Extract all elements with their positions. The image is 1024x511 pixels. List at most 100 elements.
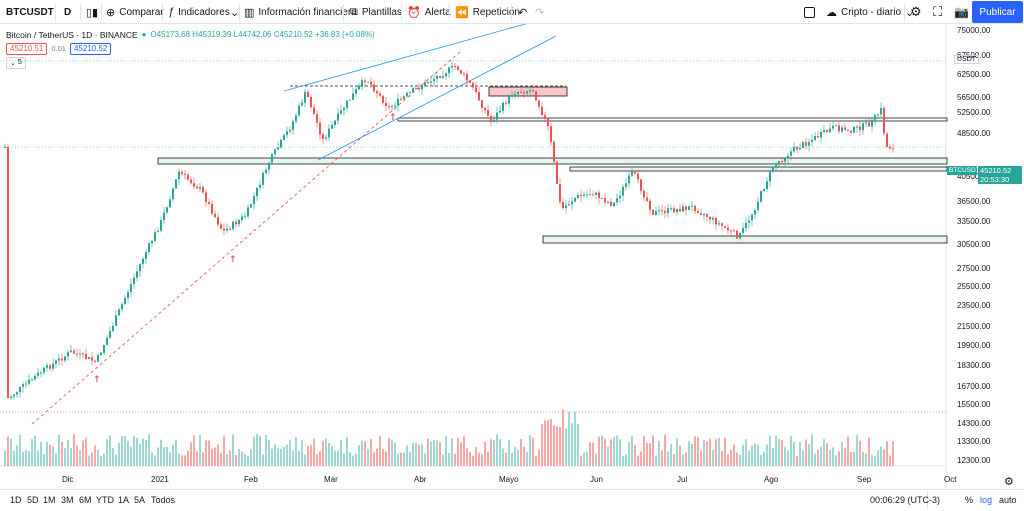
currency-badge[interactable]: USDT: [954, 55, 980, 64]
candle-body: [73, 350, 75, 354]
support-zone-lower[interactable]: [542, 235, 948, 244]
candle-body: [526, 91, 528, 94]
volume-bar: [574, 411, 576, 466]
indicators-button[interactable]: ƒ Indicadores: [168, 0, 230, 24]
candle-body: [394, 105, 396, 107]
range-button[interactable]: 1A: [118, 495, 130, 505]
indicators-toggle[interactable]: ⌄ 5: [6, 56, 26, 69]
candle-body: [181, 171, 183, 174]
fullscreen-button[interactable]: ⛶: [933, 0, 942, 24]
volume-bar: [700, 450, 702, 466]
compare-button[interactable]: ⊕ Comparar: [106, 0, 164, 24]
volume-bar: [103, 453, 105, 466]
candle-body: [601, 197, 603, 199]
time-axis-label: Mayo: [499, 475, 519, 484]
candle-body: [796, 146, 798, 150]
volume-bar: [358, 445, 360, 466]
range-button[interactable]: 6M: [79, 495, 92, 505]
volume-bar: [247, 455, 249, 466]
candle-body: [295, 115, 297, 122]
symbol-search[interactable]: BTCUSDT: [6, 0, 54, 24]
candle-body: [745, 222, 747, 228]
sell-price[interactable]: 45210.51: [6, 42, 48, 55]
chart-canvas[interactable]: ↑ ↑ ↑: [0, 24, 1024, 489]
volume-bar: [835, 455, 837, 466]
range-button[interactable]: 5A: [134, 495, 146, 505]
log-toggle[interactable]: log: [980, 495, 993, 505]
volume-bar: [655, 455, 657, 466]
price-axis-label: 25500.00: [957, 282, 991, 291]
gear-icon[interactable]: ⚙: [1004, 476, 1014, 488]
range-button[interactable]: 1M: [43, 495, 56, 505]
clock-timezone[interactable]: 00:06:29 (UTC-3): [870, 495, 941, 505]
channel-lower-line[interactable]: [317, 35, 557, 161]
snapshot-button[interactable]: 📷: [954, 0, 969, 24]
publish-button[interactable]: Publicar: [972, 1, 1023, 23]
price-axis-label: 36500.00: [957, 197, 991, 206]
candle-body: [865, 122, 867, 124]
undo-button[interactable]: ↶: [518, 0, 527, 24]
channel-upper-line[interactable]: [283, 24, 554, 92]
support-zone-upper[interactable]: [157, 157, 948, 165]
candle-body: [619, 195, 621, 199]
alert-button[interactable]: ⏰ Alerta: [407, 0, 451, 24]
replay-button[interactable]: ⏪ Repetición: [455, 0, 520, 24]
volume-bar: [151, 452, 153, 466]
candle-body: [523, 92, 525, 94]
percent-toggle[interactable]: %: [965, 495, 974, 505]
last-price-tag: 45210.52: [978, 166, 1022, 175]
layout-menu[interactable]: ☁ Cripto - diario ⌄: [826, 0, 914, 24]
indicators-dropdown[interactable]: ⌄: [230, 0, 239, 24]
volume-bar: [337, 450, 339, 466]
long-trend-line[interactable]: [31, 49, 463, 425]
candle-body: [580, 194, 582, 196]
spread-value: 0.01: [51, 44, 66, 53]
volume-bar: [694, 436, 696, 466]
candle-body: [544, 115, 546, 119]
resistance-line[interactable]: [397, 117, 948, 122]
volume-bar: [697, 437, 699, 466]
auto-toggle[interactable]: auto: [999, 495, 1017, 505]
volume-bar: [865, 453, 867, 466]
candle-body: [718, 223, 720, 225]
financials-button[interactable]: ▥ Información financiera: [244, 0, 357, 24]
support-zone-mid[interactable]: [569, 166, 948, 172]
chart-pane[interactable]: ↑ ↑ ↑ 75000.00 67500.00 62500.00 56500.00 52…: [0, 24, 1024, 489]
candle-body: [148, 243, 150, 253]
candle-body: [652, 209, 654, 216]
candle-body: [538, 100, 540, 107]
range-button[interactable]: 5D: [27, 495, 39, 505]
range-button[interactable]: 1D: [10, 495, 22, 505]
candle-body: [757, 201, 759, 211]
range-button[interactable]: 3M: [61, 495, 74, 505]
buy-price[interactable]: 45210.52: [69, 42, 112, 55]
candle-body: [106, 337, 108, 346]
candle-body: [7, 146, 9, 399]
price-axis-label: 18300.00: [957, 361, 991, 370]
volume-bar: [40, 441, 42, 466]
range-button[interactable]: YTD: [96, 495, 114, 505]
candle-body: [754, 210, 756, 215]
volume-bar: [679, 445, 681, 466]
volume-bar: [193, 435, 195, 466]
candle-body: [847, 129, 849, 131]
candle-body: [55, 360, 57, 364]
candle-body: [859, 126, 861, 131]
candle-body: [70, 350, 72, 353]
select-layout-checkbox[interactable]: [804, 0, 815, 24]
volume-bar: [439, 441, 441, 466]
candle-body: [853, 126, 855, 133]
candle-body: [97, 354, 99, 362]
range-button[interactable]: Todos: [151, 495, 176, 505]
volume-bar: [727, 454, 729, 466]
volume-bar: [406, 445, 408, 466]
volume-bar: [892, 441, 894, 466]
chart-type-button[interactable]: ▯▮: [86, 0, 98, 24]
volume-bar: [325, 438, 327, 466]
volume-bar: [718, 437, 720, 466]
interval-button[interactable]: D: [64, 0, 71, 24]
templates-button[interactable]: ⧉ Plantillas: [350, 0, 402, 24]
redo-button[interactable]: ↷: [535, 0, 544, 24]
settings-button[interactable]: ⚙: [910, 0, 922, 24]
candle-body: [388, 106, 390, 108]
